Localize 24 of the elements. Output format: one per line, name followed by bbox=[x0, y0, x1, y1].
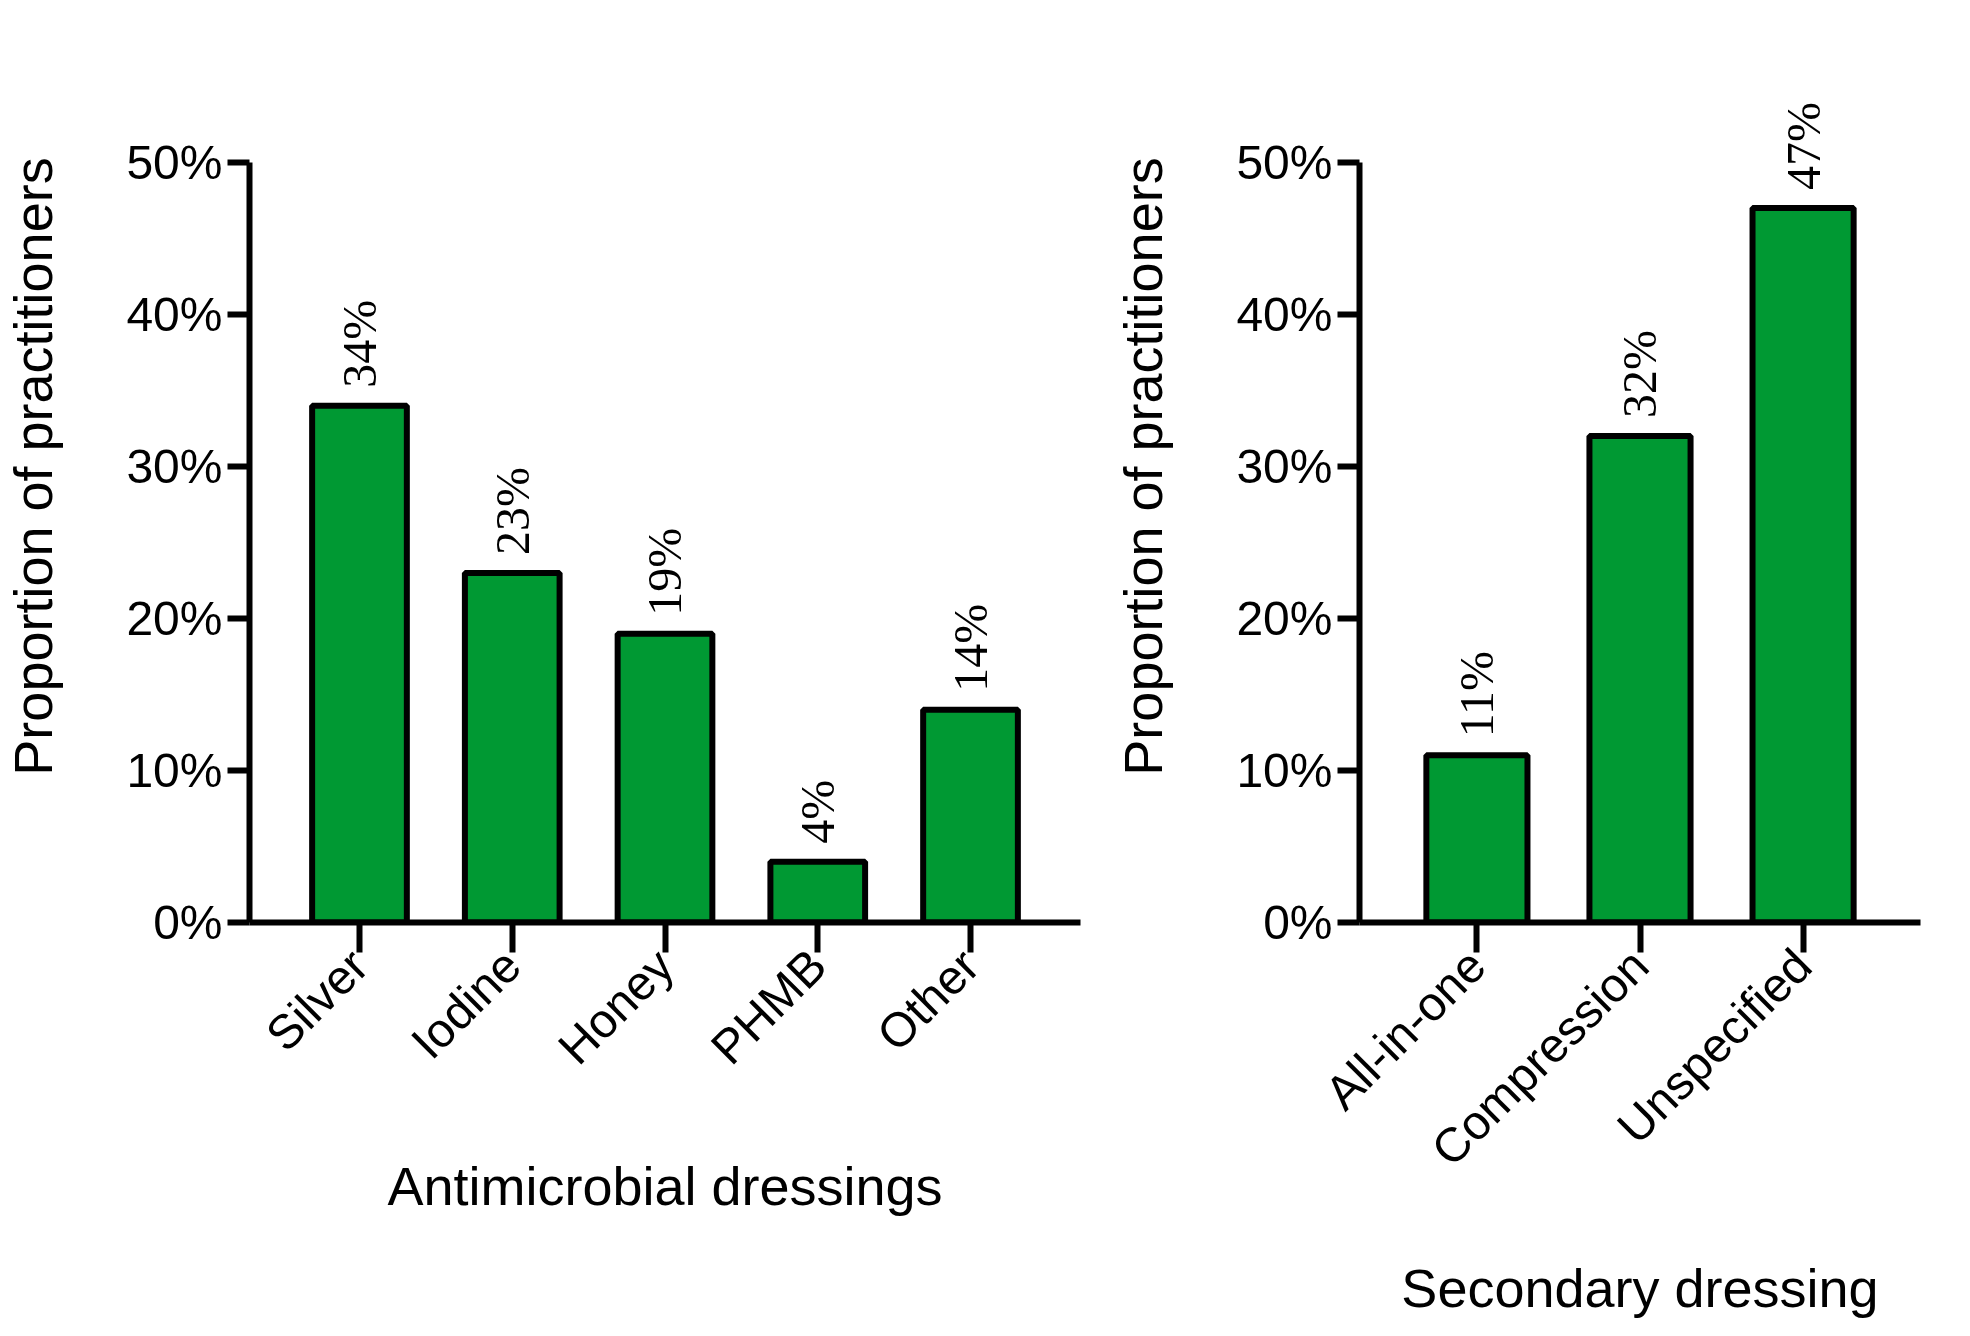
data-label: 32% bbox=[1613, 330, 1667, 419]
data-label: 14% bbox=[944, 603, 998, 692]
y-tick-label: 40% bbox=[126, 288, 223, 341]
y-tick-label: 20% bbox=[1236, 592, 1333, 645]
y-axis-title: Proportion of practitioners bbox=[3, 157, 64, 776]
y-tick-label: 50% bbox=[126, 136, 223, 189]
y-tick-label: 10% bbox=[1236, 744, 1333, 797]
y-tick-label: 20% bbox=[126, 592, 223, 645]
y-tick-label: 50% bbox=[1236, 136, 1333, 189]
data-label: 47% bbox=[1776, 102, 1830, 191]
data-label: 4% bbox=[791, 779, 845, 844]
y-tick-label: 30% bbox=[126, 440, 223, 493]
y-tick-label: 40% bbox=[1236, 288, 1333, 341]
data-label: 19% bbox=[638, 527, 692, 616]
data-label: 11% bbox=[1450, 651, 1504, 738]
y-tick-label: 10% bbox=[126, 744, 223, 797]
x-axis-title: Antimicrobial dressings bbox=[387, 1156, 943, 1217]
data-label: 34% bbox=[332, 299, 386, 388]
y-tick-label: 0% bbox=[153, 896, 223, 949]
x-axis-title: Secondary dressing bbox=[1401, 1257, 1879, 1318]
y-axis-title: Proportion of practitioners bbox=[1113, 157, 1174, 776]
y-tick-label: 0% bbox=[1263, 896, 1333, 949]
y-tick-label: 30% bbox=[1236, 440, 1333, 493]
data-label: 23% bbox=[485, 466, 539, 555]
